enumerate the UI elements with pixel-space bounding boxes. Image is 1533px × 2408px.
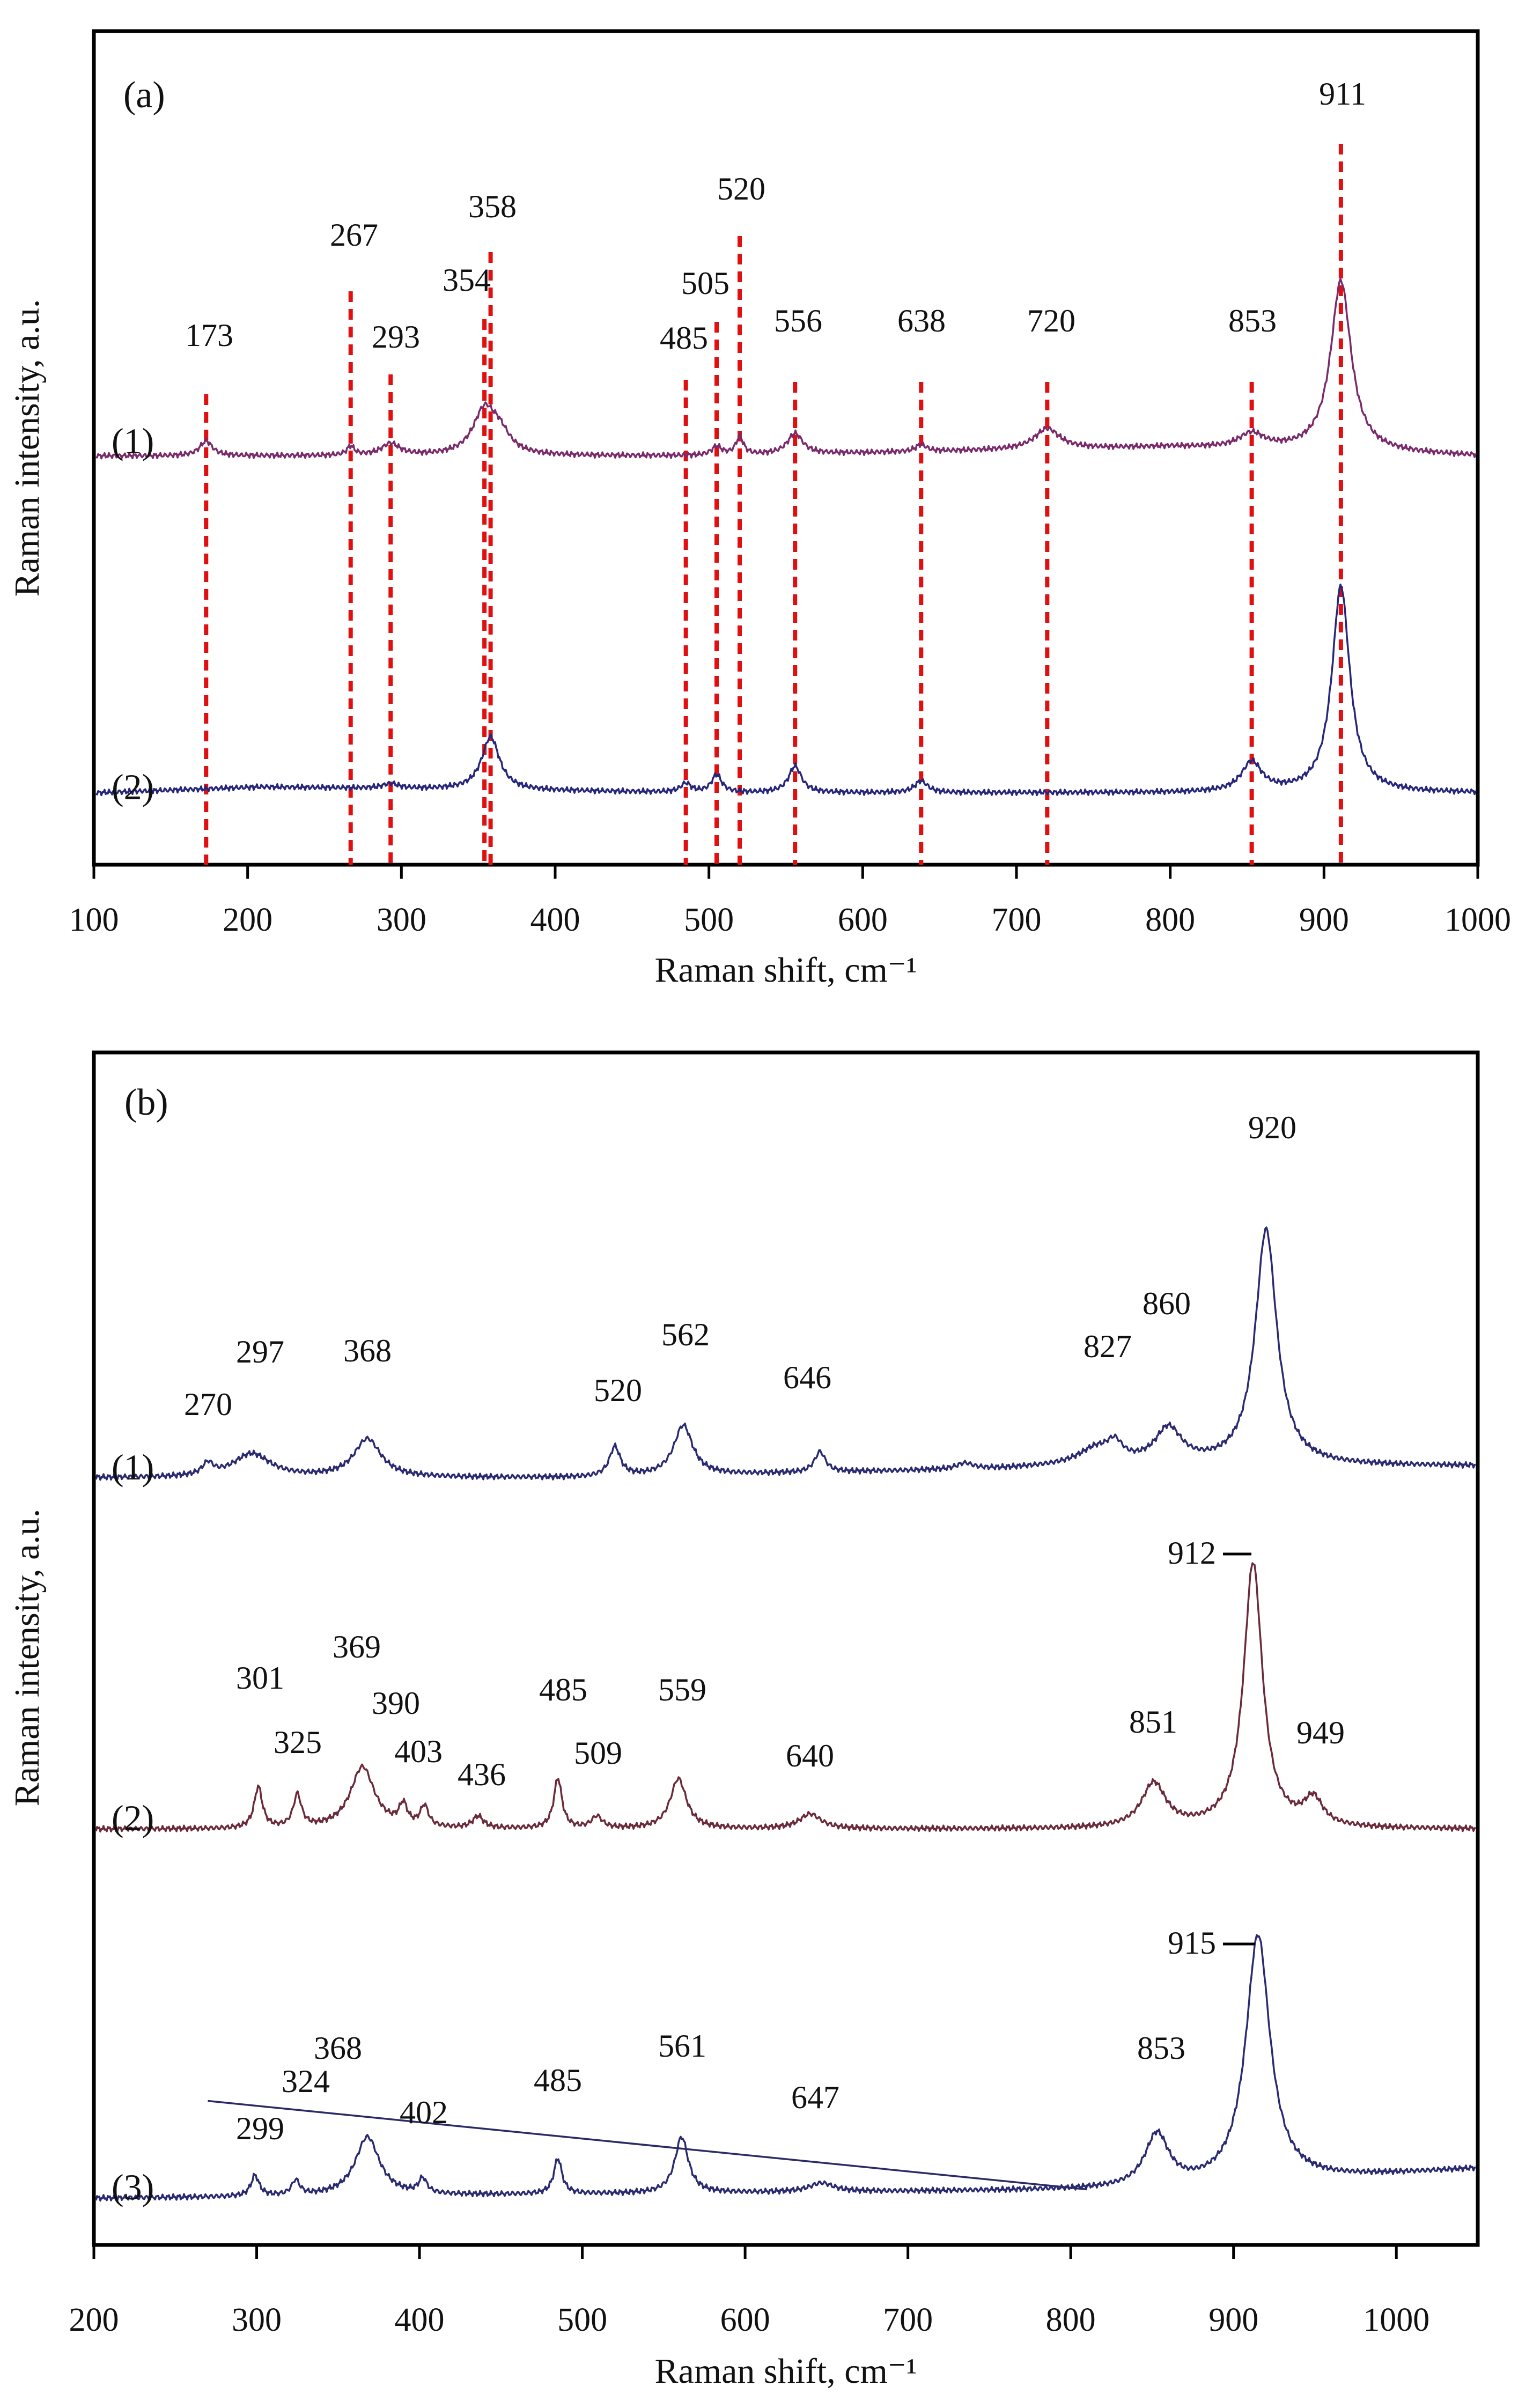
x-tick-label: 900 (1208, 2302, 1258, 2338)
peak-label: 860 (1143, 1286, 1191, 1321)
panel-label: (b) (124, 1082, 168, 1123)
peak-label: 485 (534, 2063, 582, 2098)
peak-label: 556 (774, 303, 822, 338)
curve-label-1: (1) (112, 1447, 154, 1487)
x-tick-label: 100 (69, 902, 119, 938)
peak-label: 827 (1084, 1329, 1132, 1364)
x-tick-label: 800 (1145, 902, 1195, 938)
x-tick-label: 400 (395, 2302, 445, 2338)
panel-a: 100 200 300 400 500 600 700 800 900 1000 Raman shi… (8, 29, 1511, 990)
x-axis-label: Raman shift, cm⁻¹ (654, 951, 917, 990)
peak-label: 301 (236, 1660, 284, 1696)
peak-label: 561 (658, 2028, 706, 2064)
spectrum-3 (95, 1934, 1476, 2202)
peak-label: 912 (1168, 1535, 1216, 1571)
curve-label-2: (2) (112, 1798, 154, 1838)
peak-label: 270 (184, 1387, 232, 1422)
x-tick-label: 200 (69, 2302, 119, 2338)
peak-label: 436 (458, 1757, 506, 1792)
peak-label: 402 (400, 2095, 448, 2130)
x-tick-label: 700 (883, 2302, 933, 2338)
peak-label: 915 (1168, 1925, 1216, 1961)
x-tick-label: 600 (720, 2302, 770, 2338)
peak-label: 324 (282, 2064, 330, 2099)
peak-label: 559 (658, 1672, 706, 1707)
spectrum-1 (95, 1226, 1476, 1481)
x-axis-label: Raman shift, cm⁻¹ (654, 2352, 917, 2391)
curve-label-3: (3) (112, 2167, 154, 2207)
panel-label: (a) (123, 75, 165, 116)
x-tick-label: 400 (530, 902, 580, 938)
peak-label: 354 (443, 262, 491, 298)
peak-label: 325 (274, 1725, 322, 1760)
x-tick-label: 600 (838, 902, 888, 938)
x-tick-label: 300 (377, 902, 426, 938)
baseline-line (208, 2100, 1087, 2191)
x-tick-label: 1000 (1444, 902, 1511, 938)
plot-frame (92, 1050, 1480, 2247)
x-tick-label: 500 (684, 902, 734, 938)
peak-label: 562 (661, 1317, 710, 1352)
peak-label: 297 (236, 1334, 284, 1369)
x-tick-label: 800 (1046, 2302, 1096, 2338)
y-axis-label: Raman intensity, a.u. (8, 299, 47, 597)
peak-label: 369 (333, 1629, 381, 1665)
x-tick-label: 700 (992, 902, 1042, 938)
x-tick-label: 500 (557, 2302, 607, 2338)
peak-label: 368 (314, 2030, 362, 2066)
spectrum-1 (95, 278, 1477, 460)
peak-label: 920 (1248, 1110, 1296, 1145)
x-tick-label: 1000 (1363, 2302, 1429, 2338)
peak-label: 267 (330, 217, 378, 253)
peak-label: 911 (1319, 76, 1366, 112)
curve-label-2: (2) (112, 767, 154, 807)
peak-label: 505 (681, 266, 729, 301)
peak-label: 173 (185, 318, 233, 353)
peak-label: 646 (783, 1360, 831, 1395)
spectrum-2 (95, 583, 1477, 797)
peak-label: 520 (717, 171, 765, 207)
peak-label: 853 (1137, 2030, 1185, 2066)
peak-label: 358 (468, 189, 517, 224)
peak-label: 949 (1296, 1715, 1345, 1750)
peak-label: 647 (791, 2080, 839, 2115)
peak-label: 368 (343, 1333, 392, 1368)
peak-label: 853 (1228, 303, 1277, 338)
peak-label: 720 (1027, 303, 1075, 338)
peak-label: 638 (897, 303, 946, 338)
peak-label: 403 (394, 1734, 443, 1769)
peak-label: 851 (1129, 1704, 1177, 1740)
y-axis-label: Raman intensity, a.u. (8, 1509, 47, 1807)
panel-b: 200 300 400 500 600 700 800 900 1000 Raman shift,… (8, 1050, 1480, 2391)
spectrum-2 (95, 1562, 1476, 1833)
peak-label: 520 (594, 1373, 642, 1408)
peak-label: 390 (372, 1685, 420, 1721)
plot-frame (92, 29, 1480, 867)
peak-label: 299 (236, 2111, 284, 2146)
x-tick-label: 300 (232, 2302, 282, 2338)
peak-label: 509 (574, 1735, 622, 1771)
peak-label: 293 (372, 319, 420, 355)
peak-label: 485 (660, 320, 708, 356)
peak-label: 640 (786, 1738, 834, 1773)
peak-label: 485 (539, 1672, 587, 1707)
x-tick-label: 200 (223, 902, 272, 938)
curve-label-1: (1) (112, 421, 154, 461)
x-tick-label: 900 (1299, 902, 1349, 938)
